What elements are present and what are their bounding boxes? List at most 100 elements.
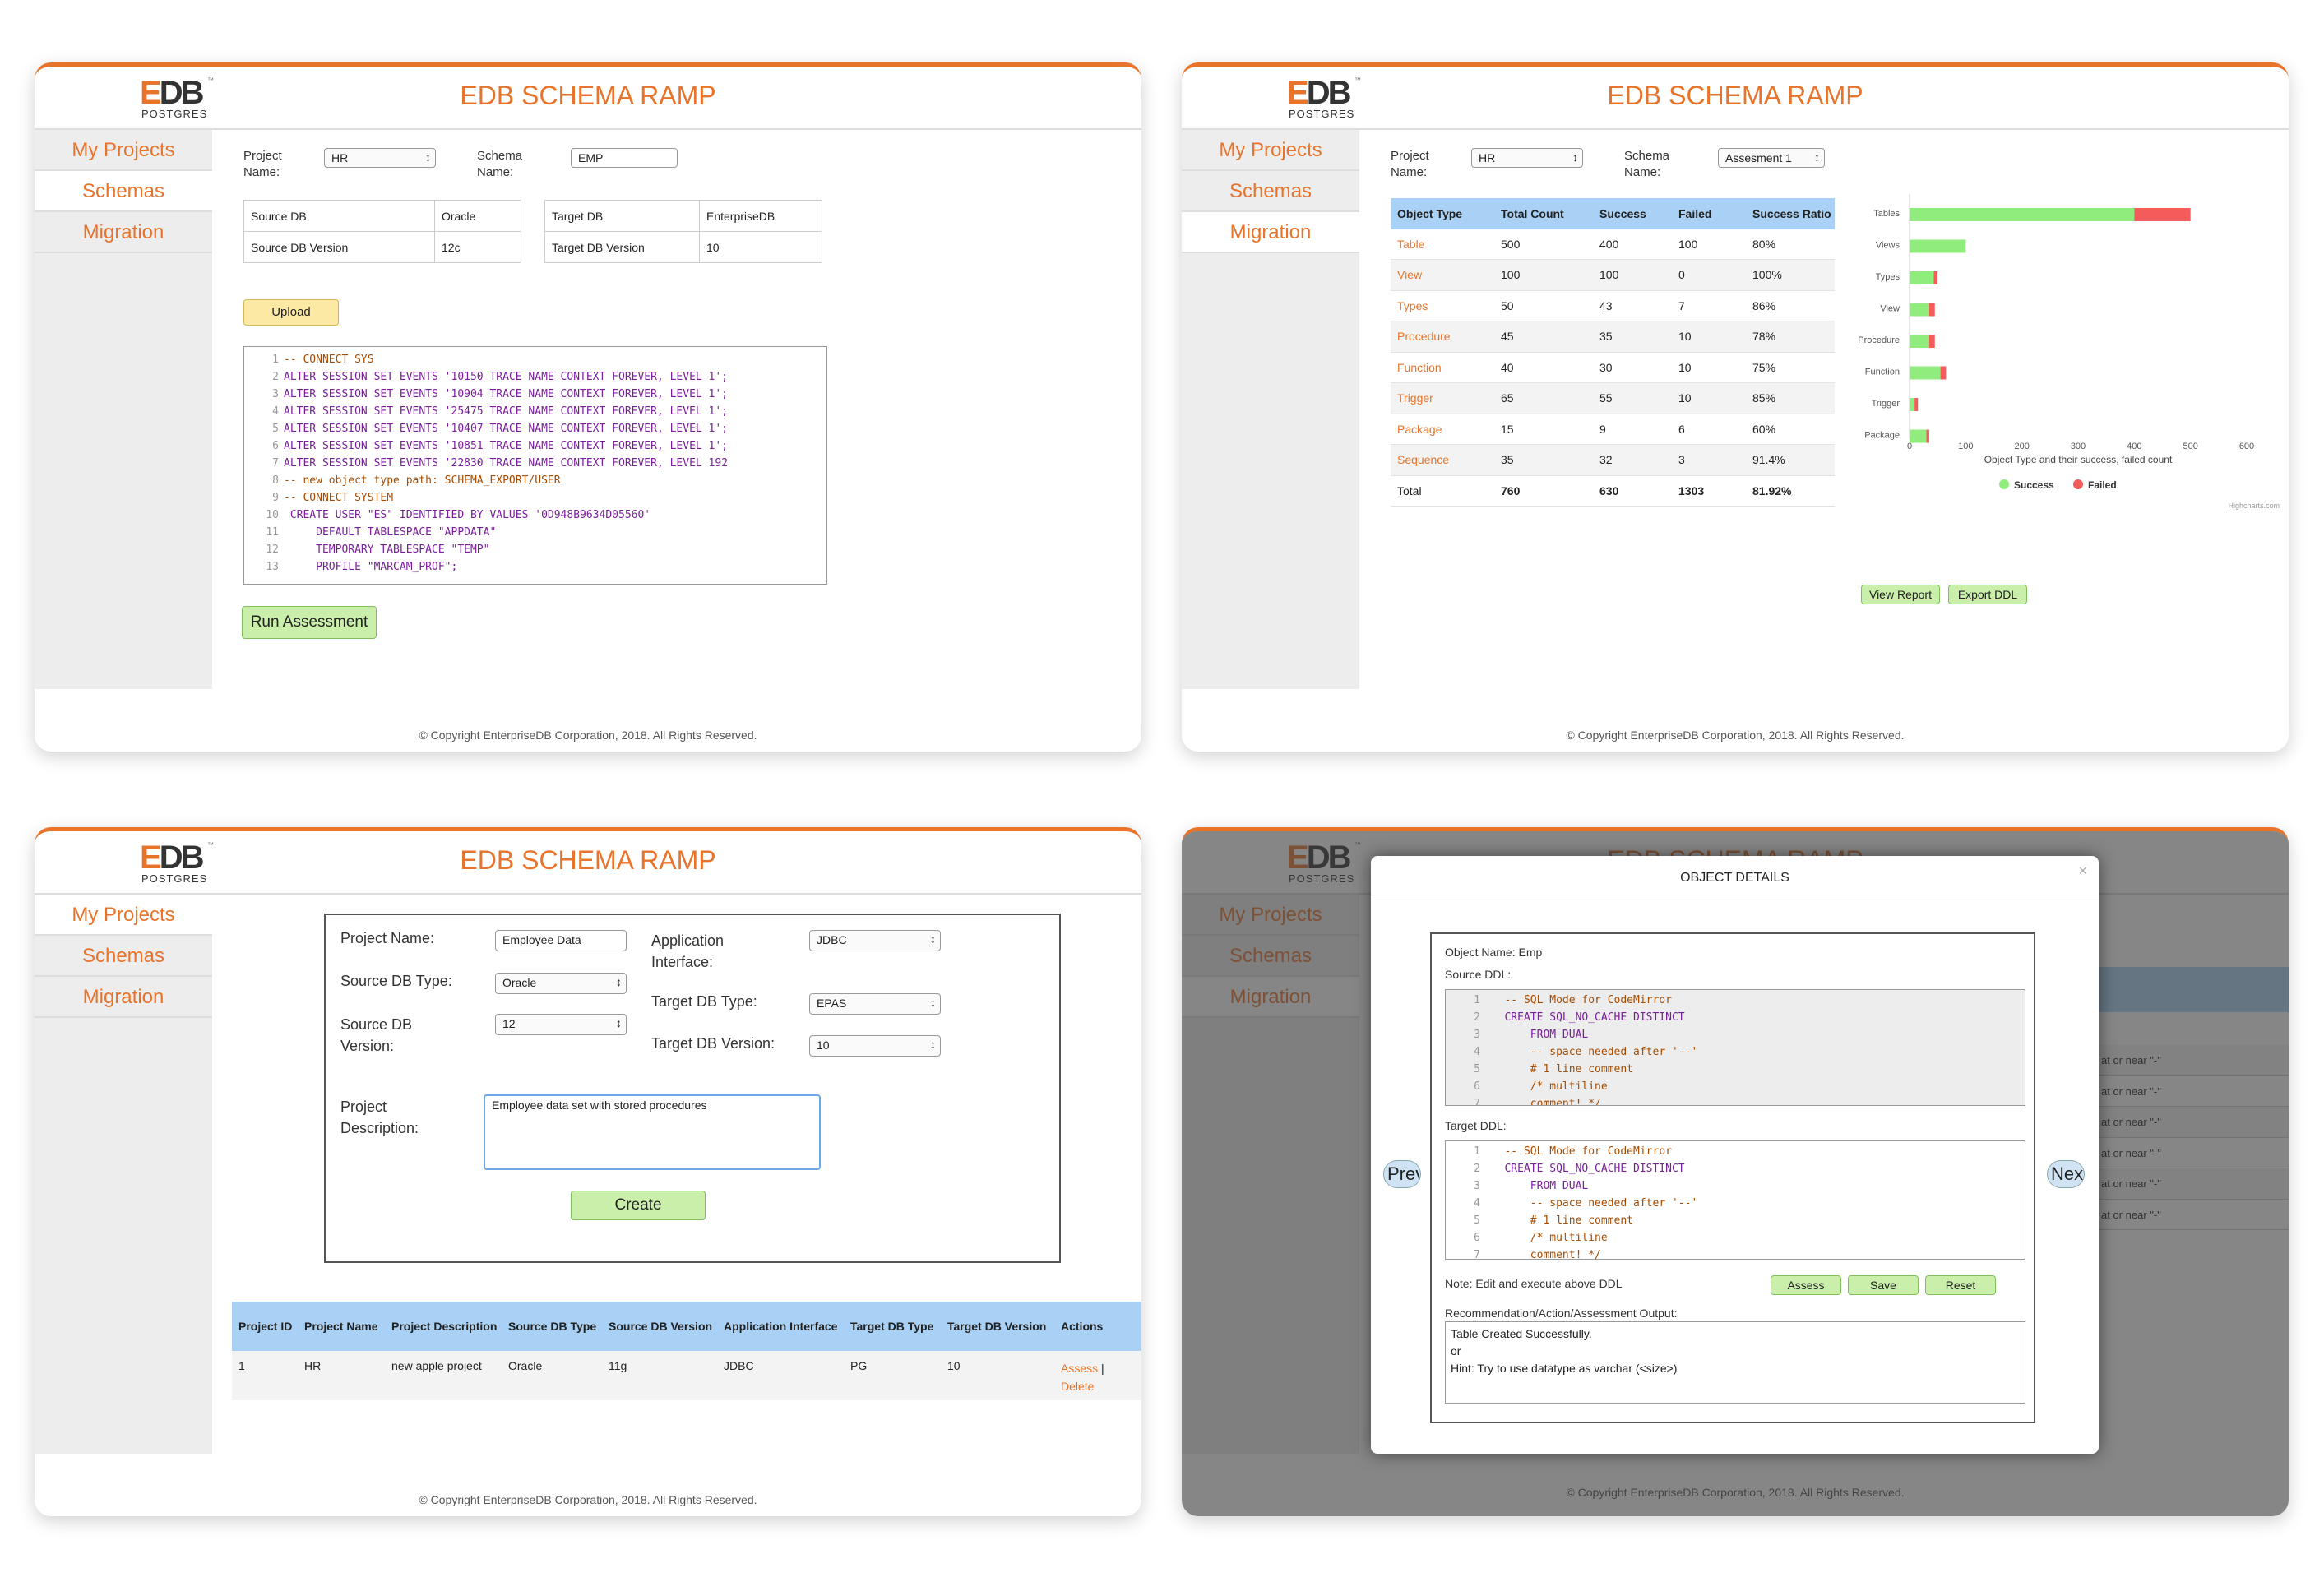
object-type-cell[interactable]: Procedure <box>1397 330 1451 344</box>
view-report-button[interactable]: View Report <box>1861 585 1940 604</box>
nav-my-projects[interactable]: My Projects <box>1182 130 1359 171</box>
close-icon[interactable]: × <box>2078 863 2087 879</box>
code-line: 1 -- SQL Mode for CodeMirror <box>1446 1143 2025 1160</box>
assess-button[interactable]: Assess <box>1771 1275 1841 1295</box>
object-type-cell[interactable]: View <box>1397 268 1423 282</box>
column-header: Actions <box>1061 1320 1104 1333</box>
code-line: 8 -- new object type path: SCHEMA_EXPORT/… <box>244 472 826 489</box>
object-type-cell[interactable]: Table <box>1397 237 1425 251</box>
table-cell: 100 <box>1599 268 1619 282</box>
next-button[interactable]: Next <box>2047 1160 2085 1188</box>
app-header: EDB ™ POSTGRES EDB SCHEMA RAMP <box>35 67 1141 130</box>
table-cell: 30 <box>1599 360 1613 374</box>
reset-button[interactable]: Reset <box>1925 1275 1996 1295</box>
column-header: Project Description <box>391 1320 498 1333</box>
create-project-button[interactable]: Create <box>571 1191 706 1220</box>
line-number: 13 <box>266 561 279 573</box>
line-number: 3 <box>272 388 279 400</box>
project-description-textarea[interactable]: Employee data set with stored procedures <box>484 1094 821 1170</box>
bar-success <box>1910 429 1927 443</box>
code-line: 2 CREATE SQL_NO_CACHE DISTINCT <box>1446 1009 2025 1026</box>
assess-link[interactable]: Assess <box>1061 1362 1099 1375</box>
source-db-version-select[interactable]: 12 <box>495 1014 627 1035</box>
delete-link[interactable]: Delete <box>1061 1380 1095 1393</box>
table-cell: 55 <box>1599 391 1613 405</box>
object-type-cell[interactable]: Package <box>1397 422 1442 436</box>
legend-marker-failed <box>2073 479 2083 489</box>
source-db-type-select[interactable]: Oracle <box>495 973 627 994</box>
code-text: -- space needed after '--' <box>1485 1197 1698 1210</box>
table-row: Total 760 630 1303 81.92% <box>1391 476 1835 507</box>
project-name-label: Project Name: <box>1391 149 1429 179</box>
assessment-summary-table: Object Type Total Count Success Failed Succe… <box>1391 198 1835 507</box>
x-axis-title: Object Type and their success, failed co… <box>1984 454 2173 465</box>
category-label: Procedure <box>1858 335 1900 345</box>
nav-schemas[interactable]: Schemas <box>35 936 212 977</box>
nav-migration[interactable]: Migration <box>35 977 212 1018</box>
code-text: -- SQL Mode for CodeMirror <box>1485 1145 1672 1158</box>
project-name-input[interactable]: Employee Data <box>495 930 627 951</box>
bar-success <box>1910 208 2135 221</box>
table-cell: 3 <box>1678 453 1685 467</box>
target-db-version-select[interactable]: 10 <box>809 1035 941 1057</box>
bar-success <box>1910 271 1934 284</box>
object-type-cell[interactable]: Types <box>1397 298 1428 312</box>
panel-my-projects: EDB ™ POSTGRES EDB SCHEMA RAMP My Projec… <box>35 827 1141 1516</box>
column-header: Project ID <box>238 1320 293 1333</box>
nav-migration[interactable]: Migration <box>35 212 212 253</box>
line-number: 5 <box>1474 1063 1480 1075</box>
export-ddl-button[interactable]: Export DDL <box>1948 585 2027 604</box>
app-title: EDB SCHEMA RAMP <box>460 81 716 110</box>
code-text: ALTER SESSION SET EVENTS '10407 TRACE NA… <box>284 423 729 435</box>
bar-failed <box>1928 303 1935 317</box>
code-text: /* multiline <box>1485 1232 1608 1244</box>
assessment-output-textarea[interactable]: Table Created Successfully. or Hint: Try t… <box>1445 1321 2025 1404</box>
code-line: 7 comment! */ <box>1446 1247 2025 1259</box>
project-select[interactable]: HR <box>324 148 436 168</box>
table-cell: 10 <box>947 1359 961 1372</box>
nav-migration[interactable]: Migration <box>1182 212 1359 253</box>
save-button[interactable]: Save <box>1848 1275 1919 1295</box>
code-text: -- CONNECT SYS <box>284 354 374 366</box>
target-ddl-editor[interactable]: 1 -- SQL Mode for CodeMirror 2 CREATE SQL… <box>1445 1140 2025 1260</box>
ddl-code-editor[interactable]: 1 -- CONNECT SYS 2 ALTER SESSION SET EVENTS… <box>243 346 827 585</box>
x-tick-label: 100 <box>1958 442 1973 451</box>
upload-button[interactable]: Upload <box>243 299 339 326</box>
table-cell: Total Count <box>1501 206 1564 220</box>
code-text: DEFAULT TABLESPACE "APPDATA" <box>284 526 497 539</box>
nav-my-projects[interactable]: My Projects <box>35 895 212 936</box>
table-cell: 6 <box>1678 422 1685 436</box>
run-assessment-button[interactable]: Run Assessment <box>242 606 377 639</box>
bar-failed <box>2134 208 2191 221</box>
nav-my-projects[interactable]: My Projects <box>35 130 212 171</box>
target-db-version-label: Target DB Version: <box>651 1035 775 1052</box>
code-line: 4 -- space needed after '--' <box>1446 1195 2025 1212</box>
app-header: EDB ™ POSTGRES EDB SCHEMA RAMP <box>35 831 1141 895</box>
object-type-cell[interactable]: Trigger <box>1397 391 1433 405</box>
footer-copyright: © Copyright EnterpriseDB Corporation, 20… <box>419 729 757 742</box>
schema-input[interactable]: EMP <box>571 148 678 168</box>
project-description-label: Project Description: <box>340 1099 419 1136</box>
table-cell: 45 <box>1501 330 1514 344</box>
line-number: 9 <box>272 492 279 504</box>
project-select[interactable]: HR <box>1471 148 1583 168</box>
line-number: 6 <box>1474 1232 1480 1244</box>
kv-key: Target DB <box>544 200 700 232</box>
prev-button[interactable]: Prev <box>1383 1160 1421 1188</box>
table-cell: 81.92% <box>1752 483 1792 497</box>
target-db-type-select[interactable]: EPAS <box>809 993 941 1015</box>
kv-value: EnterpriseDB <box>699 200 822 232</box>
app-interface-select[interactable]: JDBC <box>809 930 941 951</box>
table-cell: 10 <box>1678 360 1692 374</box>
kv-value: Oracle <box>434 200 521 232</box>
legend-label-success: Success <box>2014 479 2054 491</box>
new-project-form <box>324 914 1061 1263</box>
source-ddl-editor[interactable]: 1 -- SQL Mode for CodeMirror 2 CREATE SQL… <box>1445 989 2025 1106</box>
object-type-cell[interactable]: Function <box>1397 360 1442 374</box>
nav-schemas[interactable]: Schemas <box>1182 171 1359 212</box>
object-type-cell[interactable]: Sequence <box>1397 453 1450 467</box>
sidebar: My Projects Schemas Migration <box>35 895 212 1454</box>
nav-schemas[interactable]: Schemas <box>35 171 212 212</box>
panel-migration-report: EDB ™ POSTGRES EDB SCHEMA RAMP My Projec… <box>1182 62 2289 752</box>
assessment-select[interactable]: Assesment 1 <box>1718 148 1825 168</box>
